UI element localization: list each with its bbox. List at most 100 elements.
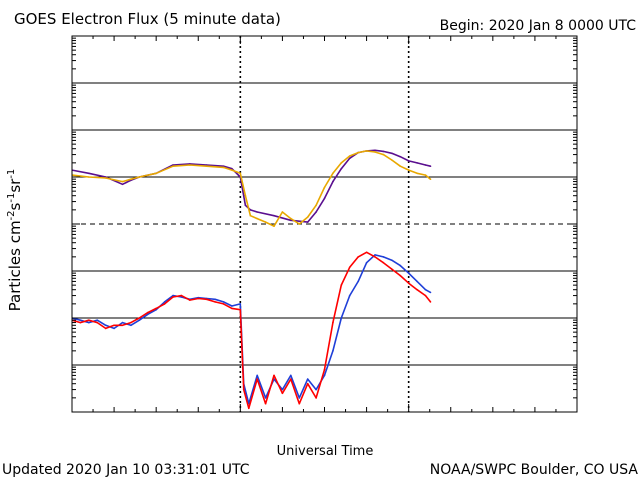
data-point	[104, 324, 107, 327]
data-point	[382, 261, 385, 264]
data-point	[79, 319, 82, 322]
series-2	[72, 251, 432, 410]
data-point	[249, 214, 252, 217]
series-line	[72, 150, 432, 227]
data-point	[348, 294, 351, 297]
data-point	[96, 321, 99, 324]
data-point	[231, 169, 233, 171]
data-point	[357, 256, 360, 258]
data-point	[315, 397, 317, 399]
data-point	[416, 162, 418, 164]
series-line	[72, 251, 432, 410]
data-point	[172, 296, 174, 298]
data-point	[399, 155, 402, 158]
data-point	[306, 382, 309, 385]
data-point	[113, 324, 115, 327]
data-point	[407, 160, 410, 162]
axis-ticks	[71, 35, 578, 413]
data-point	[365, 150, 368, 152]
series-line	[72, 149, 431, 223]
data-point	[323, 374, 326, 377]
data-point	[340, 317, 343, 319]
data-point	[205, 165, 208, 167]
data-point	[332, 321, 334, 324]
data-point	[391, 159, 393, 161]
data-point	[138, 176, 141, 178]
data-point	[357, 280, 360, 283]
data-point	[340, 162, 343, 164]
data-point	[306, 221, 309, 223]
data-point	[298, 397, 301, 399]
data-point	[138, 317, 141, 319]
y-axis-title: Particles cm-2s-1sr-1	[6, 169, 24, 312]
data-point	[416, 280, 418, 283]
data-point	[244, 204, 247, 207]
series-line	[72, 254, 431, 405]
data-point	[222, 166, 225, 169]
data-point	[407, 169, 410, 171]
data-point	[88, 321, 90, 324]
data-point	[249, 209, 252, 211]
data-point	[407, 272, 410, 275]
data-point	[424, 174, 427, 176]
data-point	[357, 151, 360, 154]
data-point	[264, 221, 267, 223]
data-point	[323, 368, 326, 371]
data-point	[374, 151, 376, 153]
data-point	[121, 183, 124, 186]
data-point	[130, 324, 132, 327]
data-point	[399, 274, 402, 277]
data-point	[281, 392, 284, 395]
data-point	[88, 176, 90, 178]
data-point	[189, 164, 191, 166]
data-point	[163, 301, 166, 303]
data-point	[315, 204, 317, 207]
data-point	[332, 172, 334, 175]
data-point	[214, 298, 216, 301]
data-point	[239, 308, 242, 311]
data-point	[281, 388, 284, 391]
data-point	[424, 288, 427, 291]
data-point	[256, 374, 259, 377]
data-point	[180, 294, 183, 297]
data-source: NOAA/SWPC Boulder, CO USA	[430, 462, 639, 478]
data-point	[244, 194, 247, 197]
data-point	[113, 327, 115, 330]
data-point	[273, 225, 275, 227]
data-point	[290, 378, 292, 380]
updated-timestamp: Updated 2020 Jan 10 03:31:01 UTC	[2, 462, 250, 478]
data-point	[264, 402, 267, 405]
data-point	[374, 256, 376, 258]
data-point	[130, 321, 132, 324]
data-point	[256, 217, 259, 220]
data-point	[315, 388, 317, 391]
data-point	[374, 254, 376, 256]
x-axis-title: Universal Time	[277, 444, 374, 459]
data-point	[239, 172, 242, 175]
data-point	[399, 165, 402, 167]
data-point	[104, 177, 107, 179]
data-point	[365, 251, 368, 254]
data-point	[121, 321, 124, 324]
data-point	[374, 149, 376, 152]
data-point	[172, 294, 174, 297]
data-point	[155, 307, 157, 310]
data-point	[121, 180, 124, 183]
data-point	[332, 180, 334, 183]
data-point	[239, 303, 242, 305]
data-point	[281, 211, 284, 213]
series-3	[72, 149, 432, 223]
data-point	[348, 157, 351, 160]
data-point	[416, 288, 418, 291]
data-point	[88, 172, 90, 175]
data-point	[172, 165, 174, 167]
data-point	[231, 305, 233, 307]
data-point	[424, 294, 427, 297]
data-point	[96, 319, 99, 322]
data-point	[138, 319, 141, 322]
data-point	[290, 217, 292, 220]
data-point	[256, 211, 259, 213]
gridlines	[72, 82, 577, 366]
series-1	[72, 254, 432, 405]
begin-time: Begin: 2020 Jan 8 0000 UTC	[440, 18, 637, 34]
